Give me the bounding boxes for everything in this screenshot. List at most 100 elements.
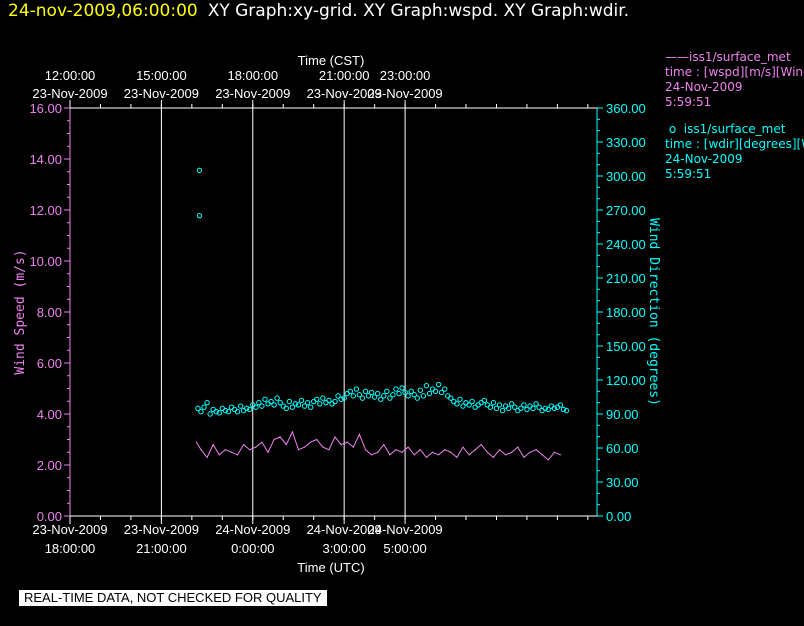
wind-direction-point [499,407,506,414]
y-left-tick-label: 0.00 [37,509,62,524]
wind-direction-point [396,390,402,397]
wind-direction-point [198,409,204,415]
wind-speed-point [370,454,373,456]
wind-speed-point [334,436,336,438]
wind-speed-point [352,446,354,448]
wind-speed-point [200,449,202,451]
wind-direction-point [225,409,232,415]
legend-wspd-name: iss1/surface_met [689,50,791,64]
wind-speed-point [474,449,476,451]
wind-speed-line [195,430,561,461]
x-axis-top-label: Time (CST) [298,53,365,68]
wind-speed-point [206,456,208,458]
wind-speed-point [383,444,385,446]
y-right-tick-label: 210.00 [606,271,646,286]
wind-direction-point [362,388,369,395]
wind-direction-point [359,395,366,401]
x-top-tick-label-time: 21:00:00 [319,68,370,83]
wind-direction-point [335,393,341,399]
wind-speed-point [389,454,391,456]
y-right-tick-label: 270.00 [606,203,646,218]
wind-direction-point [228,404,235,410]
wind-direction-point [310,398,317,405]
wind-direction-point [314,396,320,402]
x-tick-label-time: 0:00:00 [231,541,274,556]
wind-direction-point [304,399,311,406]
wind-direction-point [417,387,424,393]
wind-speed-point [236,454,239,456]
wind-direction-point [496,402,503,408]
wind-direction-point [341,395,347,401]
wind-direction-point [365,393,372,399]
wind-direction-point [326,397,332,404]
y-right-tick-label: 300.00 [606,169,646,184]
wind-speed-point [346,441,348,443]
y-right-tick-label: 240.00 [606,237,646,252]
wind-speed-point [377,451,379,453]
wind-direction-point [253,404,259,410]
x-tick-label-date: 24-Nov-2009 [368,522,443,537]
y-right-tick-label: 120.00 [606,373,646,388]
legend-wdir-name: iss1/surface_met [683,122,786,136]
wind-speed-point [310,441,312,443]
wind-direction-point [195,405,201,412]
wind-direction-point [460,403,466,409]
wind-speed-point [541,454,543,456]
wind-direction-point [216,410,222,416]
wind-direction-point [448,395,454,401]
legend-wdir: o iss1/surface_met time : [wdir][degrees… [665,122,804,182]
wind-direction-point [204,399,210,406]
wind-speed-point [523,456,525,458]
wind-speed-point [486,451,488,453]
wind-direction-point [536,404,542,410]
series-layer [195,167,570,461]
legend-wspd-time: 5:59:51 [665,95,712,109]
wind-direction-point [347,388,353,395]
wind-direction-point [527,403,533,409]
wind-direction-point [551,405,558,412]
wind-direction-point [457,396,463,402]
legend-wspd: ——iss1/surface_met time : [wspd][m/s][Wi… [665,50,804,110]
wind-direction-point [451,398,457,405]
wind-direction-point [463,399,469,406]
wind-direction-point [307,404,314,410]
y-left-tick-label: 16.00 [29,101,62,116]
wind-speed-point [559,454,562,456]
wind-direction-point [545,406,551,413]
wind-direction-point [222,407,229,414]
wind-direction-point [231,406,238,413]
wind-direction-point [262,396,268,402]
y-axis-left-label: Wind Speed (m/s) [13,249,28,374]
wind-direction-point [387,395,393,401]
wind-speed-point [218,454,220,456]
wind-speed-point [230,451,233,453]
x-tick-label-time: 5:00:00 [383,541,426,556]
y-right-tick-label: 180.00 [606,305,646,320]
timestamp-label: 24-nov-2009,06:00:00 [8,1,198,21]
x-tick-label-date: 24-Nov-2009 [307,522,382,537]
wind-direction-point [560,406,567,413]
wind-direction-point [384,388,390,395]
wind-direction-point [286,398,293,405]
wind-speed-point [450,451,452,453]
wind-speed-point [444,449,446,451]
x-top-tick-label-time: 23:00:00 [380,68,431,83]
x-tick-label-time: 21:00:00 [136,541,187,556]
wind-direction-point [512,404,518,410]
graph-list-label: XY Graph:xy-grid. XY Graph:wspd. XY Grap… [207,1,630,21]
wind-speed-point [553,451,555,453]
wind-speed-point [212,444,214,446]
wind-direction-point [505,405,512,412]
wind-speed-point [547,459,549,461]
wind-direction-point [423,382,430,389]
wind-direction-point [240,407,247,414]
x-tick-label-date: 24-Nov-2009 [215,522,290,537]
wind-direction-point [213,409,219,415]
wind-direction-point [524,406,530,413]
legend-wdir-time: 5:59:51 [665,167,712,181]
y-left-tick-label: 14.00 [29,152,62,167]
wind-direction-point [301,403,308,409]
wind-direction-point [329,401,335,407]
wind-speed-point [419,449,421,451]
